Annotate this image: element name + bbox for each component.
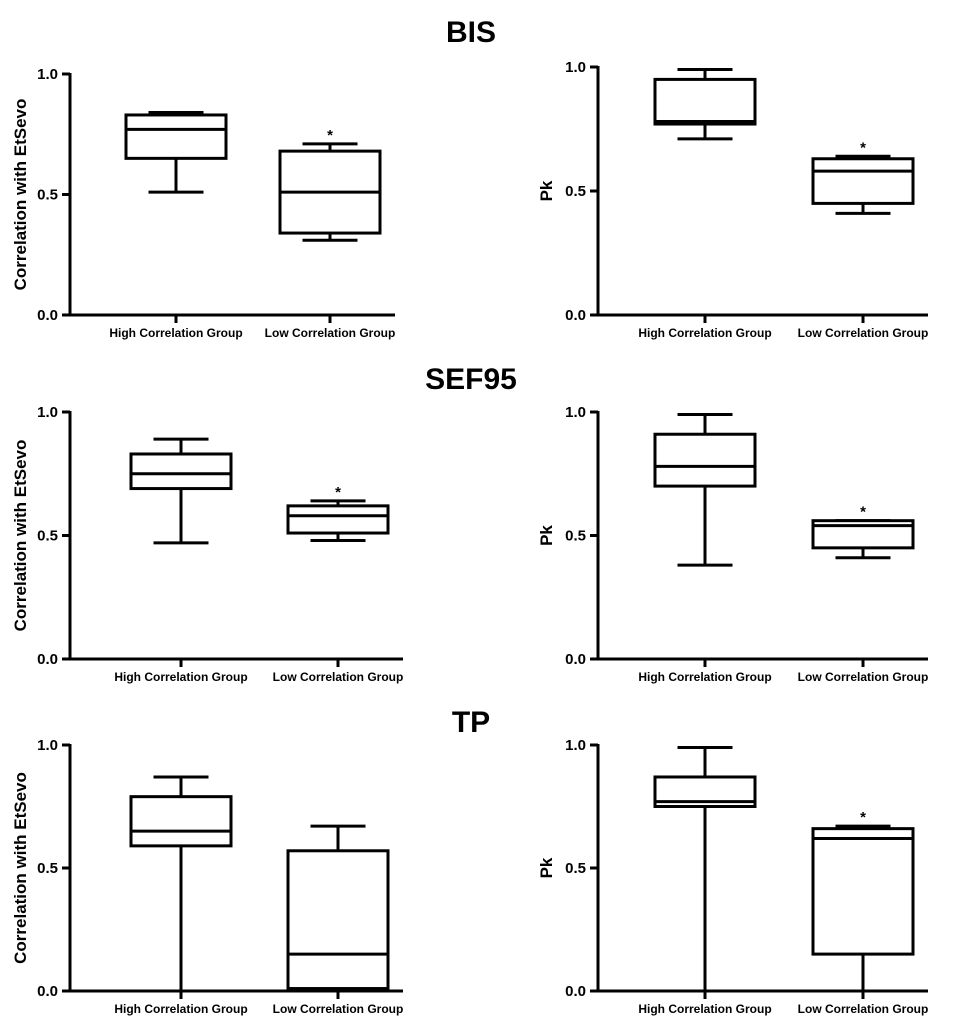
y-tick-label: 0.0 [565, 651, 586, 668]
iqr-box [653, 432, 757, 488]
iqr-box [653, 77, 757, 126]
y-axis-title: Pk [537, 525, 556, 546]
y-axis-title: Pk [537, 857, 556, 878]
panel-sef95-pk: 0.0 0.5 1.0 Pk High Correlation Group Low Cor… [537, 404, 928, 684]
y-tick-label: 1.0 [565, 59, 586, 76]
y-tick-label: 0.0 [37, 307, 58, 324]
x-tick-label: High Correlation Group [638, 670, 771, 684]
box-high-correlation-group [124, 111, 228, 194]
y-tick-label: 0.5 [37, 528, 58, 545]
iqr-box [811, 827, 915, 956]
x-tick-label: High Correlation Group [638, 1002, 771, 1016]
box-low-correlation-group: * [811, 504, 915, 560]
y-tick-label: 0.5 [565, 860, 586, 877]
significance-marker: * [327, 127, 333, 144]
y-tick-label: 1.0 [37, 404, 58, 421]
x-tick-label: Low Correlation Group [798, 670, 929, 684]
y-axis-title: Correlation with EtSevo [11, 440, 30, 632]
x-tick-label: Low Correlation Group [798, 326, 929, 340]
panels: 0.0 0.5 1.0 Correlation with EtSevo High Cor… [11, 59, 928, 1016]
row-title-bis: BIS [446, 16, 496, 49]
y-tick-label: 1.0 [37, 737, 58, 754]
box-low-correlation-group: * [286, 484, 390, 542]
x-tick-label: High Correlation Group [114, 670, 247, 684]
box-low-correlation-group: * [278, 127, 382, 242]
row-title-tp: TP [452, 706, 490, 739]
x-tick-label: High Correlation Group [638, 326, 771, 340]
x-tick-label: Low Correlation Group [273, 1002, 404, 1016]
panel-tp-correlation: 0.0 0.5 1.0 Correlation with EtSevo High Cor… [11, 737, 403, 1016]
y-axis-title: Correlation with EtSevo [11, 772, 30, 964]
iqr-box [811, 157, 915, 205]
y-tick-label: 0.0 [37, 983, 58, 1000]
y-tick-label: 0.5 [37, 860, 58, 877]
y-tick-label: 0.5 [565, 528, 586, 545]
box-low-correlation-group [286, 824, 390, 993]
x-tick-label: Low Correlation Group [798, 1002, 929, 1016]
panel-bis-pk: 0.0 0.5 1.0 Pk High Correlation Group Low Cor… [537, 59, 928, 340]
box-low-correlation-group: * [811, 809, 915, 993]
box-high-correlation-group [653, 412, 757, 567]
x-tick-label: High Correlation Group [109, 326, 242, 340]
y-tick-label: 1.0 [565, 737, 586, 754]
box-high-correlation-group [653, 67, 757, 141]
y-tick-label: 1.0 [565, 404, 586, 421]
panel-bis-correlation: 0.0 0.5 1.0 Correlation with EtSevo High Cor… [11, 66, 395, 340]
significance-marker: * [860, 139, 866, 156]
iqr-box [129, 452, 233, 491]
significance-marker: * [335, 484, 341, 501]
panel-tp-pk: 0.0 0.5 1.0 Pk High Correlation Group Low Cor… [537, 737, 928, 1016]
y-axis-title: Correlation with EtSevo [11, 99, 30, 291]
row-title-sef95: SEF95 [425, 363, 517, 396]
y-tick-label: 0.5 [37, 187, 58, 204]
iqr-box [286, 504, 390, 535]
box-low-correlation-group: * [811, 139, 915, 215]
y-tick-label: 0.0 [37, 651, 58, 668]
y-tick-label: 1.0 [37, 66, 58, 83]
iqr-box [124, 113, 228, 160]
y-tick-label: 0.0 [565, 307, 586, 324]
x-tick-label: Low Correlation Group [265, 326, 396, 340]
iqr-box [286, 849, 390, 991]
box-high-correlation-group [653, 745, 757, 993]
box-high-correlation-group [129, 775, 233, 993]
y-tick-label: 0.0 [565, 983, 586, 1000]
x-tick-label: Low Correlation Group [273, 670, 404, 684]
y-axis-title: Pk [537, 180, 556, 201]
y-tick-label: 0.5 [565, 183, 586, 200]
x-tick-label: High Correlation Group [114, 1002, 247, 1016]
significance-marker: * [860, 809, 866, 826]
significance-marker: * [860, 504, 866, 521]
panel-sef95-correlation: 0.0 0.5 1.0 Correlation with EtSevo High Cor… [11, 404, 403, 684]
iqr-box [129, 795, 233, 848]
box-high-correlation-group [129, 437, 233, 545]
